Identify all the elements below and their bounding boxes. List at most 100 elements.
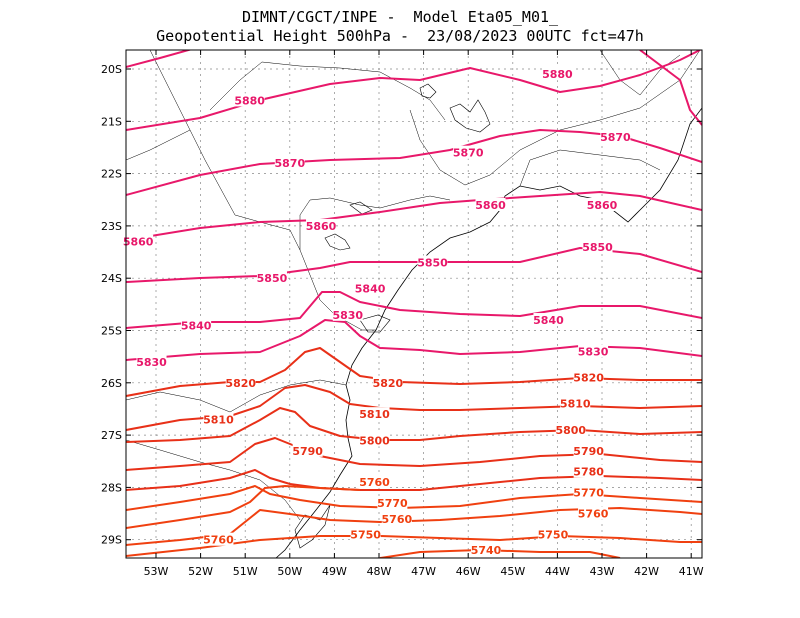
contour-label-bg: [225, 375, 256, 389]
contour-5830: [126, 319, 702, 361]
contour-label-bg: [417, 255, 448, 269]
contour-label: 5880: [542, 68, 573, 81]
lon-tick-label: 41W: [679, 565, 704, 578]
contour-label-bg: [377, 496, 408, 510]
contour-label: 5760: [359, 476, 390, 489]
contour-label-bg: [256, 271, 287, 285]
contour-label: 5840: [533, 314, 564, 327]
contour-label: 5850: [417, 257, 448, 270]
contour-label-bg: [181, 318, 212, 332]
contour-label: 5780: [573, 466, 604, 479]
lon-tick-label: 46W: [456, 565, 481, 578]
contour-label-bg: [600, 129, 631, 143]
contour-label-bg: [582, 239, 613, 253]
lat-tick-label: 27S: [101, 429, 122, 442]
lon-tick-label: 48W: [367, 565, 392, 578]
contour-5850: [126, 247, 702, 283]
reservoir: [419, 83, 437, 99]
contour-5740: [379, 549, 621, 558]
contour-label-bg: [533, 313, 564, 327]
contour-label: 5800: [555, 424, 586, 437]
lat-tick-label: 29S: [101, 534, 122, 547]
lon-tick-label: 42W: [634, 565, 659, 578]
state-border: [126, 129, 191, 161]
lon-tick-label: 53W: [144, 565, 169, 578]
contour-label: 5740: [471, 544, 502, 557]
contour-label-bg: [573, 443, 604, 457]
reservoir: [349, 201, 373, 215]
lon-tick-label: 45W: [500, 565, 525, 578]
state-border: [519, 149, 661, 187]
state-border: [126, 439, 301, 521]
contour-label-bg: [355, 281, 386, 295]
contour-label-bg: [359, 475, 390, 489]
contour-label: 5810: [203, 413, 234, 426]
contour-label: 5760: [578, 508, 609, 521]
contour-label: 5820: [573, 372, 604, 385]
contour-label: 5770: [573, 487, 604, 500]
lat-tick-label: 23S: [101, 220, 122, 233]
contour-labels: 5880 5880 5870 5870 5870 5860 5860 5860 5860 5850…: [123, 67, 631, 557]
contour-label-bg: [573, 485, 604, 499]
contour-label: 5830: [578, 345, 609, 358]
lon-tick-label: 49W: [322, 565, 347, 578]
contour-label: 5790: [573, 445, 604, 458]
contour-label-bg: [306, 218, 337, 232]
contour-label: 5840: [355, 283, 386, 296]
contour-label-bg: [578, 506, 609, 520]
contour-label: 5820: [373, 377, 404, 390]
contour-label-bg: [475, 197, 506, 211]
contour-5750: [126, 535, 702, 557]
state-border: [234, 214, 376, 331]
state-border: [409, 50, 701, 186]
lat-tick-label: 22S: [101, 168, 122, 181]
contour-label: 5860: [306, 220, 337, 233]
contour-label-bg: [381, 511, 412, 525]
lat-tick-label: 24S: [101, 272, 122, 285]
contour-label: 5810: [560, 398, 591, 411]
contour-label-bg: [359, 433, 390, 447]
lon-tick-label: 50W: [277, 565, 302, 578]
contour-label: 5810: [359, 408, 390, 421]
contour-label-bg: [350, 527, 381, 541]
state-border: [149, 50, 236, 216]
contour-label: 5840: [181, 319, 212, 332]
contour-label: 5750: [350, 528, 381, 541]
contour-label-bg: [560, 396, 591, 410]
contour-label: 5850: [257, 272, 288, 285]
map-title-line-1: DIMNT/CGCT/INPE - Model Eta05_M01_: [241, 8, 559, 26]
contour-label: 5880: [234, 94, 265, 107]
lat-tick-label: 25S: [101, 325, 122, 338]
contour-label-bg: [542, 67, 573, 81]
contour-label: 5760: [203, 534, 234, 547]
lat-tick-label: 26S: [101, 377, 122, 390]
lon-tick-label: 47W: [411, 565, 436, 578]
contour-label: 5770: [377, 497, 408, 510]
lon-tick-label: 51W: [233, 565, 258, 578]
contour-label-bg: [332, 307, 363, 321]
contour-label: 5750: [538, 528, 569, 541]
contour-label-bg: [573, 464, 604, 478]
lon-tick-label: 52W: [188, 565, 213, 578]
lon-tick-label: 43W: [590, 565, 615, 578]
contour-label-bg: [292, 443, 323, 457]
contour-5820: [126, 347, 702, 397]
contour-label-bg: [234, 93, 265, 107]
contour-label: 5870: [274, 157, 305, 170]
contour-5840: [126, 291, 702, 329]
contour-label-bg: [203, 532, 234, 546]
contour-label: 5860: [123, 236, 154, 249]
contour-5760: [126, 485, 361, 529]
axis-ticks: 53W 52W 51W 50W 49W 48W 47W 46W 45W 44W 43W 42W 41W 2…: [101, 50, 704, 578]
contour-5880: [639, 50, 702, 126]
map-frame: [125, 49, 703, 559]
contour-label: 5870: [453, 147, 484, 160]
contour-label-bg: [203, 412, 234, 426]
state-border: [299, 195, 451, 250]
contour-label: 5870: [600, 131, 631, 144]
lat-tick-label: 21S: [101, 115, 122, 128]
contour-label-bg: [537, 527, 568, 541]
contour-label: 5860: [587, 199, 618, 212]
contour-label: 5820: [225, 377, 256, 390]
